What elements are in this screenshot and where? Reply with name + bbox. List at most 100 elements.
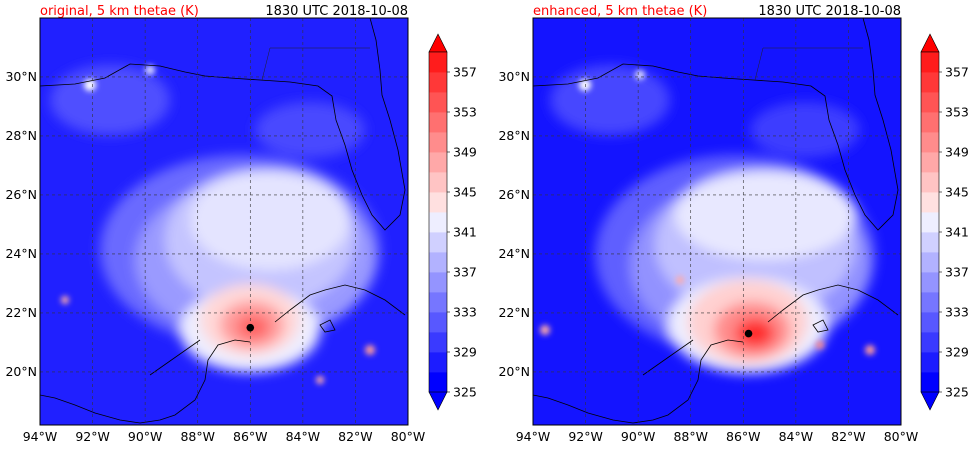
- longitude-tick-label: 90°W: [128, 429, 163, 444]
- panel-title-right: 1830 UTC 2018-10-08: [758, 4, 901, 19]
- colorbar-swatch: [429, 372, 447, 393]
- colorbar-swatch: [429, 312, 447, 333]
- colorbar-swatch: [921, 272, 939, 293]
- coastlines: [533, 18, 899, 424]
- longitude-tick-label: 94°W: [23, 429, 58, 444]
- colorbar-tick-label: 337: [453, 265, 477, 280]
- longitude-tick-label: 82°W: [338, 429, 373, 444]
- panel-title-right: 1830 UTC 2018-10-08: [265, 4, 408, 19]
- colorbar-swatch: [429, 132, 447, 153]
- colorbar-swatch: [921, 192, 939, 213]
- colorbar-tick-label: 353: [945, 105, 969, 120]
- colorbar-tick-label: 325: [945, 385, 969, 400]
- colorbar-swatch: [429, 192, 447, 213]
- longitude-tick-label: 92°W: [75, 429, 110, 444]
- gridlines: [533, 18, 901, 425]
- colorbar-under-extension: [920, 391, 940, 411]
- colorbar-tick-label: 333: [945, 305, 969, 320]
- latitude-tick-label: 20°N: [5, 364, 37, 379]
- state-borders: [754, 47, 863, 81]
- colorbar-tick-label: 341: [453, 225, 477, 240]
- latitude-tick-label: 30°N: [498, 69, 530, 84]
- colorbar-swatch: [921, 332, 939, 353]
- colorbar-swatch: [429, 92, 447, 113]
- colorbar-frame: [920, 51, 940, 393]
- latitude-tick-label: 28°N: [5, 128, 37, 143]
- latitude-tick-label: 24°N: [5, 246, 37, 261]
- longitude-tick-label: 86°W: [233, 429, 268, 444]
- colorbar-under-extension: [428, 391, 448, 411]
- colorbar-over-extension: [428, 33, 448, 53]
- colorbar-swatch: [429, 252, 447, 273]
- map-panel-original: original, 5 km thetae (K) 1830 UTC 2018-…: [5, 4, 425, 444]
- colorbar-frame: [428, 51, 448, 393]
- colorbar-swatch: [429, 52, 447, 73]
- latitude-tick-label: 22°N: [498, 305, 530, 320]
- longitude-tick-label: 92°W: [568, 429, 603, 444]
- latitude-tick-label: 22°N: [5, 305, 37, 320]
- colorbar-swatch: [429, 212, 447, 233]
- colorbar-tick-label: 353: [453, 105, 477, 120]
- colorbar-tick-label: 329: [453, 345, 477, 360]
- latitude-tick-label: 30°N: [5, 69, 37, 84]
- colorbar-swatch: [429, 232, 447, 253]
- longitude-tick-label: 88°W: [673, 429, 708, 444]
- colorbar-tick-label: 333: [453, 305, 477, 320]
- colorbar-tick-label: 337: [945, 265, 969, 280]
- panel-title-left: original, 5 km thetae (K): [40, 4, 199, 19]
- map-panel-enhanced: enhanced, 5 km thetae (K) 1830 UTC 2018-…: [498, 4, 918, 444]
- colorbar-tick-label: 357: [453, 65, 477, 80]
- map-frame: [532, 17, 902, 426]
- colorbar-tick-label: 345: [453, 185, 477, 200]
- longitude-tick-label: 82°W: [831, 429, 866, 444]
- state-borders: [261, 47, 370, 81]
- longitude-tick-label: 84°W: [286, 429, 321, 444]
- colorbar-original: 325 329 333 337 341 345 349 353 357: [428, 33, 477, 411]
- colorbar-swatch: [429, 72, 447, 93]
- longitude-axis: 94°W 92°W 90°W 88°W 86°W 84°W 82°W 80°W: [516, 429, 919, 444]
- longitude-tick-label: 84°W: [779, 429, 814, 444]
- longitude-tick-label: 88°W: [180, 429, 215, 444]
- latitude-axis: 20°N 22°N 24°N 26°N 28°N 30°N: [498, 69, 530, 379]
- colorbar-tick-label: 349: [945, 145, 969, 160]
- colorbar-swatch: [921, 312, 939, 333]
- map-frame: [39, 17, 409, 426]
- colorbar-swatch: [921, 152, 939, 173]
- colorbar-swatch: [429, 332, 447, 353]
- colorbar-tick-label: 341: [945, 225, 969, 240]
- longitude-tick-label: 94°W: [516, 429, 551, 444]
- colorbar-swatch: [921, 92, 939, 113]
- colorbar-over-extension: [920, 33, 940, 53]
- longitude-tick-label: 80°W: [884, 429, 919, 444]
- storm-center-marker: [246, 323, 255, 332]
- colorbar-swatch: [921, 72, 939, 93]
- latitude-tick-label: 24°N: [498, 246, 530, 261]
- colorbar-tick-label: 357: [945, 65, 969, 80]
- storm-center-marker: [744, 329, 753, 338]
- gridlines: [40, 18, 408, 425]
- latitude-tick-label: 20°N: [498, 364, 530, 379]
- longitude-tick-label: 86°W: [726, 429, 761, 444]
- colorbar-swatch: [921, 372, 939, 393]
- longitude-axis: 94°W 92°W 90°W 88°W 86°W 84°W 82°W 80°W: [23, 429, 426, 444]
- colorbar-swatch: [921, 252, 939, 273]
- thetae-field: [533, 18, 901, 425]
- colorbar-swatch: [429, 272, 447, 293]
- longitude-tick-label: 80°W: [391, 429, 426, 444]
- coastlines: [40, 18, 406, 424]
- panel-title-left: enhanced, 5 km thetae (K): [533, 4, 707, 19]
- colorbar-swatch: [921, 172, 939, 193]
- colorbar-tick-label: 349: [453, 145, 477, 160]
- colorbar-swatch: [429, 352, 447, 373]
- colorbar-swatch: [429, 112, 447, 133]
- colorbar-swatch: [921, 112, 939, 133]
- colorbar-tick-label: 325: [453, 385, 477, 400]
- colorbar-swatch: [921, 292, 939, 313]
- colorbar-swatch: [921, 352, 939, 373]
- colorbar-enhanced: 325 329 333 337 341 345 349 353 357: [920, 33, 969, 411]
- colorbar-swatch: [921, 212, 939, 233]
- latitude-axis: 20°N 22°N 24°N 26°N 28°N 30°N: [5, 69, 37, 379]
- colorbar-tick-label: 345: [945, 185, 969, 200]
- colorbar-swatch: [921, 132, 939, 153]
- colorbar-swatch: [429, 152, 447, 173]
